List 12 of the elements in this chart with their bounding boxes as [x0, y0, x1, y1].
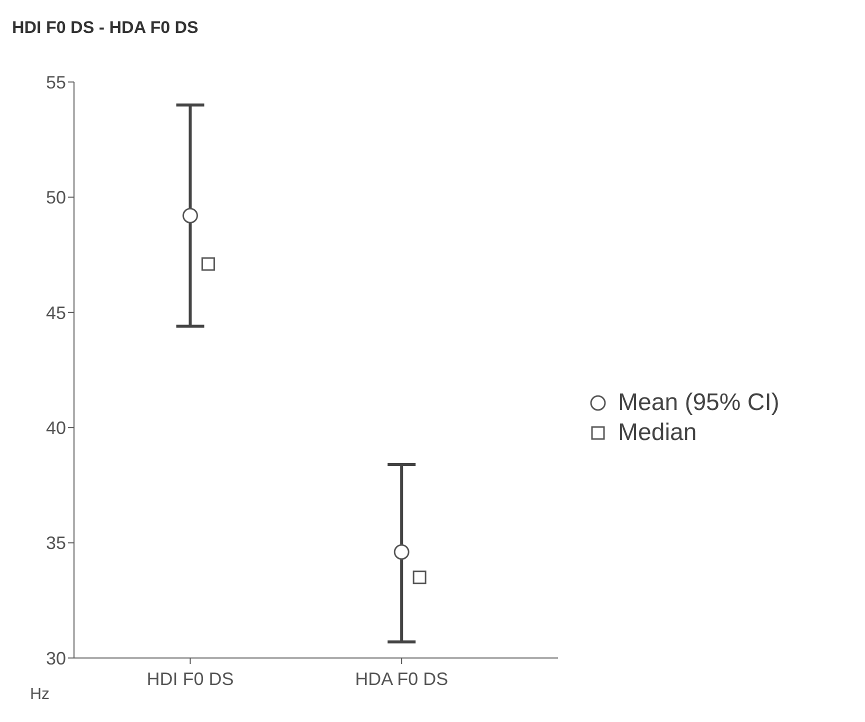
legend-label: Median [618, 418, 697, 448]
chart-title: HDI F0 DS - HDA F0 DS [12, 18, 198, 38]
y-tick-label: 30 [46, 648, 66, 668]
y-tick-label: 55 [46, 72, 66, 92]
y-tick-label: 35 [46, 533, 66, 554]
y-tick-label: 45 [46, 302, 66, 323]
x-tick-label: HDA F0 DS [355, 668, 448, 689]
y-tick-label: 40 [46, 418, 66, 438]
y-tick-label: 50 [46, 188, 66, 208]
y-axis-title: Hz [30, 686, 50, 704]
legend-label: Mean (95% CI) [618, 388, 780, 418]
x-tick-label: HDI F0 DS [146, 668, 234, 689]
